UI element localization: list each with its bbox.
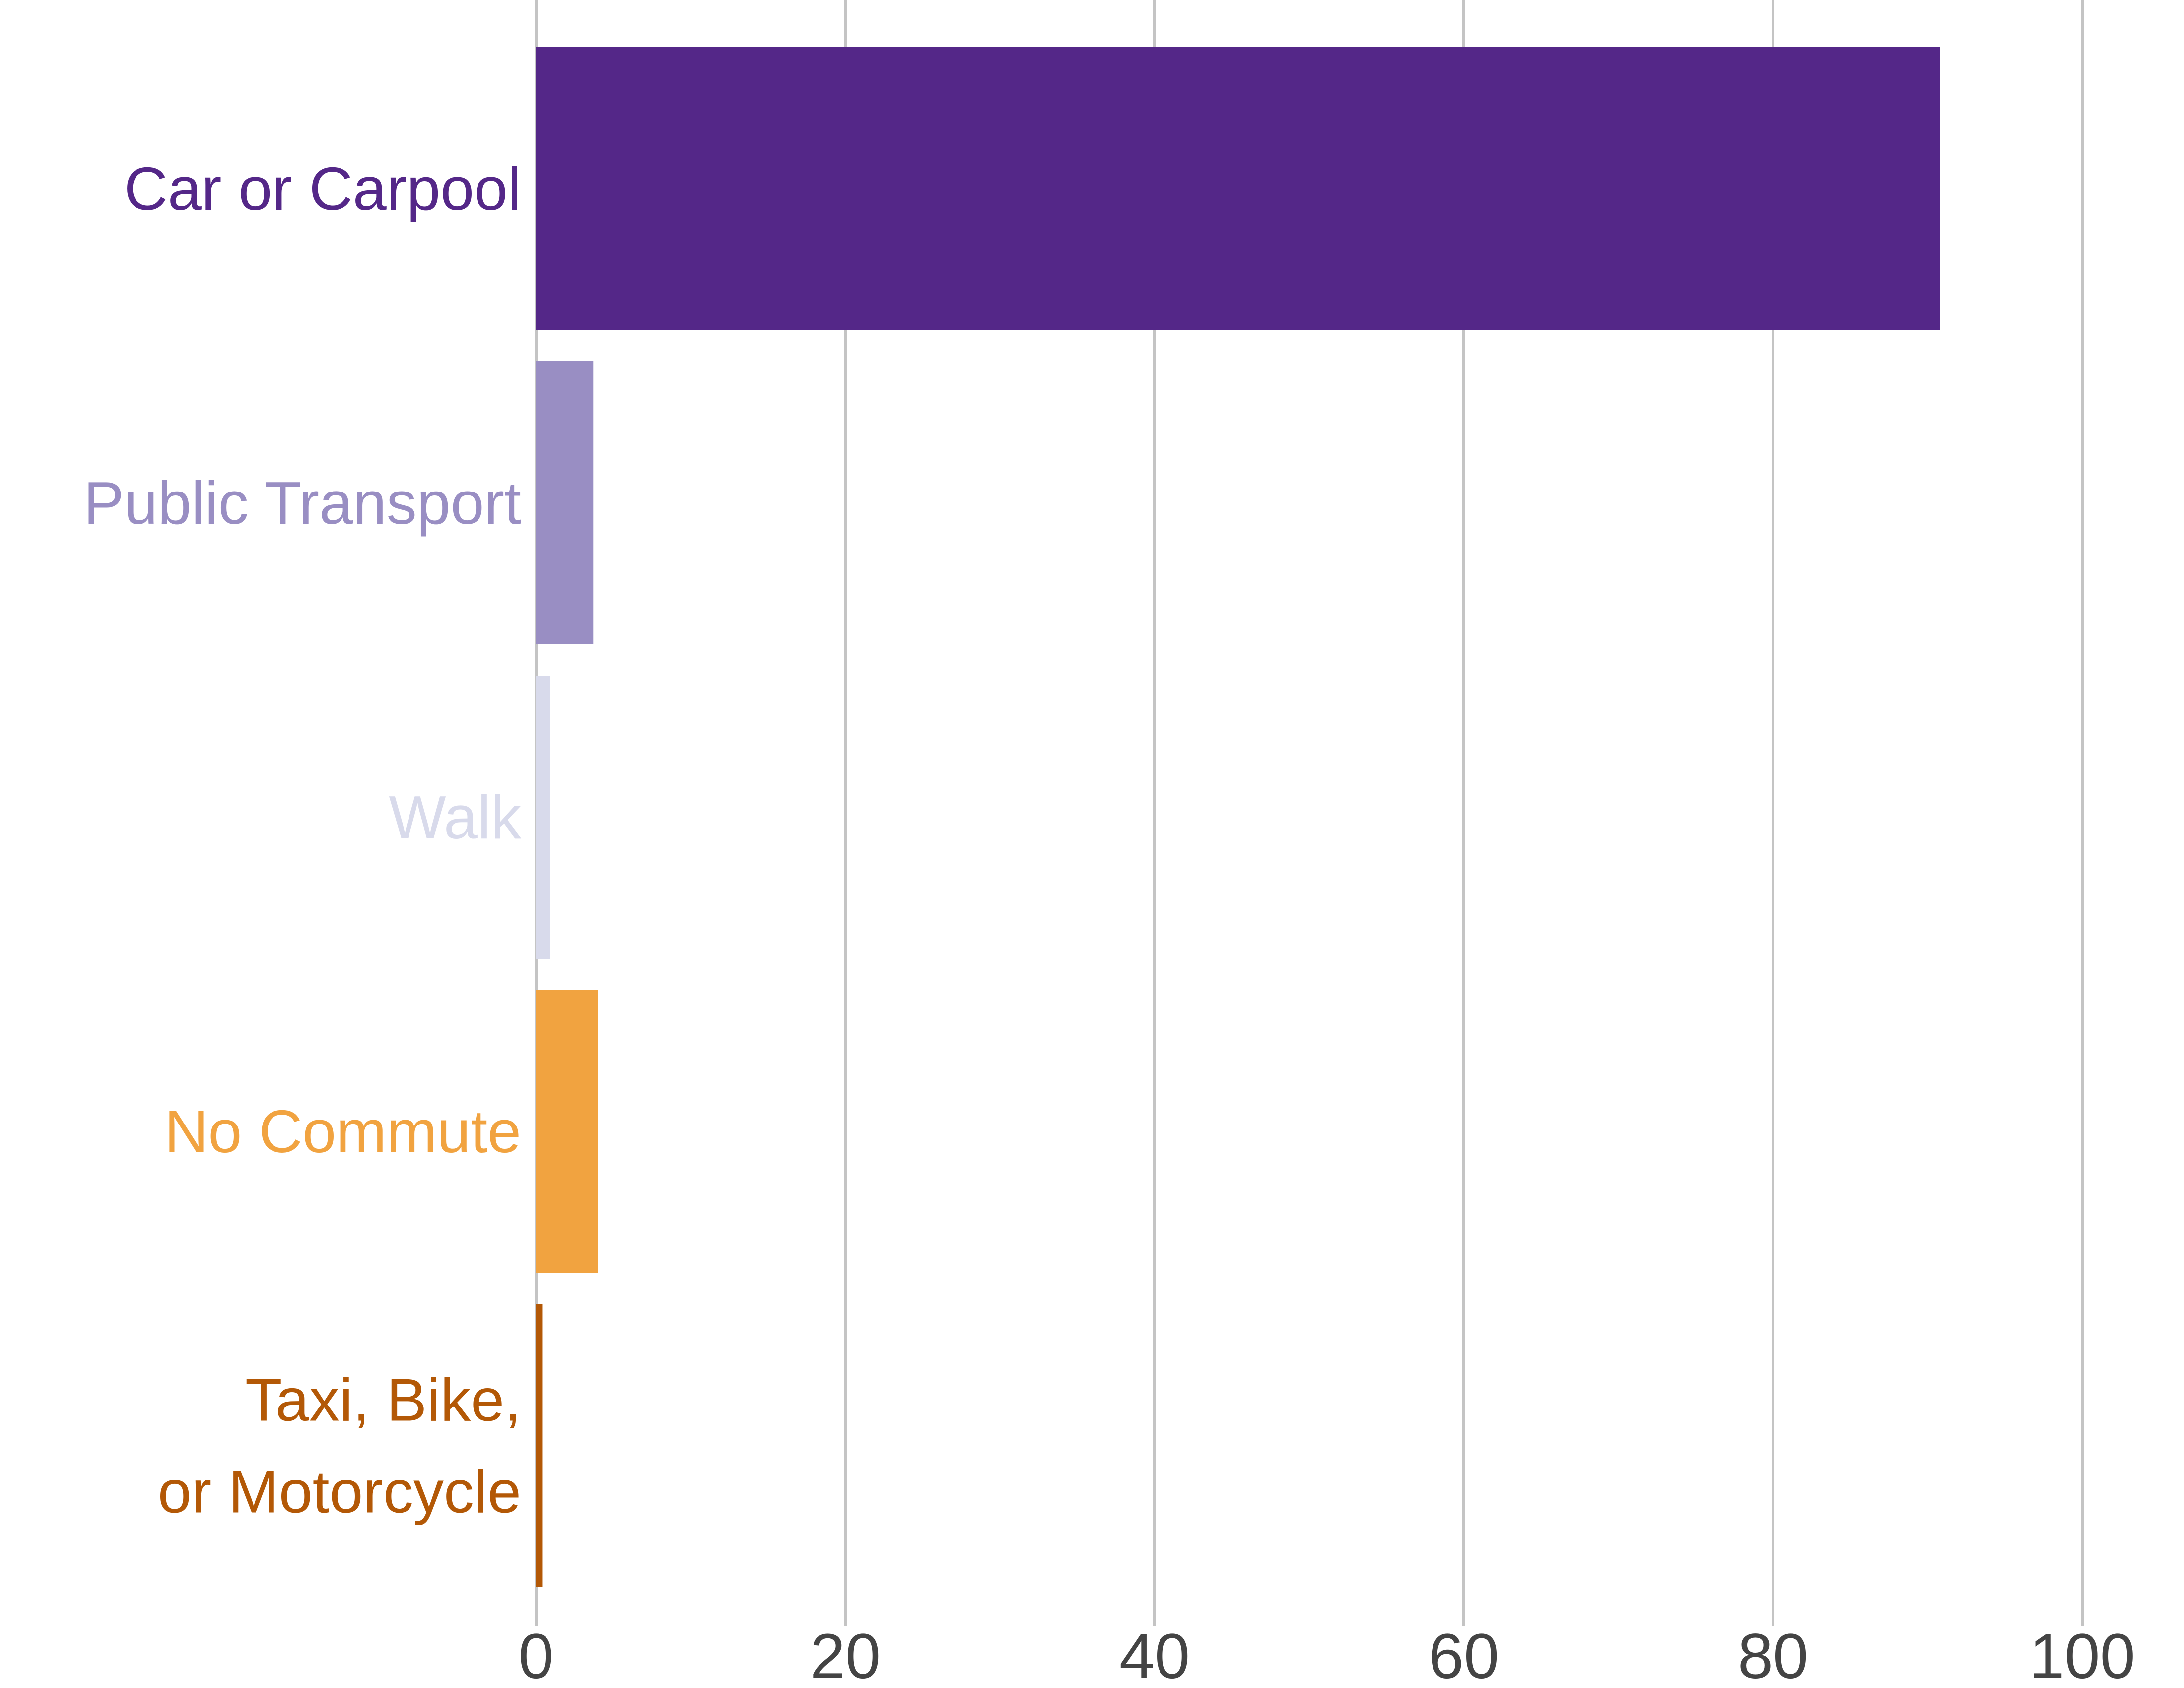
category-label-5: Taxi, Bike, or Motorcycle [158,1366,521,1526]
x-tick-label-80: 80 [1738,1621,1808,1688]
x-tick-label-100: 100 [2029,1621,2135,1688]
category-label-line: No Commute [164,1098,521,1165]
bar-taxi-bike-or-motorcycle [536,1304,543,1587]
category-label-line: or Motorcycle [158,1458,521,1526]
bar-walk [536,676,550,959]
category-label-2: Public Transport [83,469,521,537]
category-label-3: Walk [389,783,522,851]
x-tick-label-60: 60 [1429,1621,1499,1688]
x-axis-tick-labels: 0 20 40 60 80 100 [518,1621,2135,1688]
category-label-line: Car or Carpool [124,155,521,222]
category-labels: Car or Carpool Public Transport Walk No Com… [83,155,522,1526]
category-label-4: No Commute [164,1098,521,1165]
x-tick-label-20: 20 [810,1621,881,1688]
category-label-line: Walk [389,783,522,851]
bar-car-or-carpool [536,47,1940,330]
category-label-line: Public Transport [83,469,521,537]
bar-public-transport [536,361,594,644]
category-label-1: Car or Carpool [124,155,521,222]
bar-no-commute [536,990,598,1273]
x-tick-label-40: 40 [1119,1621,1190,1688]
x-tick-label-0: 0 [518,1621,553,1688]
bars [536,47,1940,1587]
category-label-line: Taxi, Bike, [245,1366,521,1434]
